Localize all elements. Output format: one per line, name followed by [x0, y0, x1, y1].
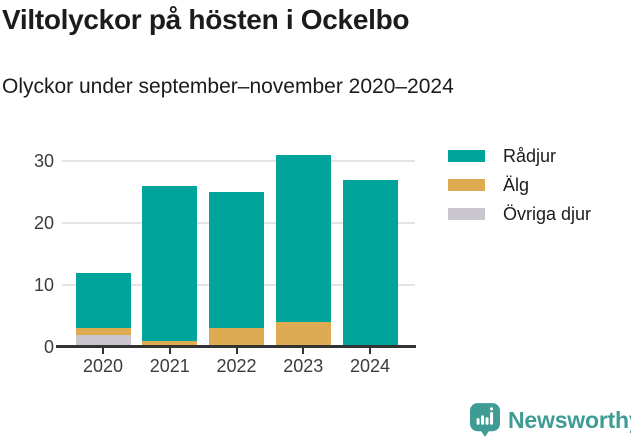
x-tick-label: 2023	[283, 356, 324, 376]
bar-segment-2022-Älg	[209, 328, 264, 347]
legend-swatch	[448, 150, 485, 162]
x-tick-label: 2021	[149, 356, 190, 376]
gridline-30	[62, 160, 415, 162]
y-tick-label: 0	[43, 337, 54, 357]
legend-label: Övriga djur	[503, 203, 592, 224]
legend-swatch	[448, 179, 485, 191]
x-tick	[168, 348, 171, 354]
legend-item-Övriga djur: Övriga djur	[448, 204, 591, 224]
x-tick-label: 2020	[82, 356, 124, 376]
plot-area	[62, 143, 415, 347]
y-axis-labels: 0 10 20 30	[0, 143, 54, 358]
bar-segment-2023-Rådjur	[275, 154, 331, 323]
bar-segment-2020-Rådjur	[75, 272, 131, 329]
chart-title: Viltolyckor på hösten i Ockelbo	[2, 4, 410, 35]
legend-item-Rådjur: Rådjur	[448, 146, 591, 166]
bar-segment-2020-Övriga djur	[75, 334, 131, 347]
x-axis-line	[56, 345, 416, 348]
legend-label: Rådjur	[503, 145, 557, 166]
chart-subtitle: Olyckor under september–november 2020–20…	[2, 75, 454, 98]
newsworthy-logo-icon	[470, 403, 500, 437]
bar-segment-2022-Rådjur	[209, 192, 264, 329]
bar-segment-2021-Rådjur	[142, 185, 198, 341]
x-tick	[235, 348, 238, 354]
bar-segment-2020-Älg	[75, 328, 131, 335]
legend-item-Älg: Älg	[448, 175, 591, 195]
x-tick-label: 2024	[349, 356, 391, 376]
y-tick-label: 10	[33, 275, 54, 295]
x-tick-label: 2022	[216, 356, 257, 376]
x-axis-labels: 2020 2021 2022 2023 2024	[62, 356, 415, 380]
bar-segment-2021-Älg	[142, 340, 198, 347]
newsworthy-wordmark: Newsworthy	[508, 406, 631, 433]
bar-segment-2023-Älg	[275, 322, 331, 347]
y-tick-label: 20	[33, 213, 54, 233]
x-tick	[369, 348, 371, 354]
legend-label: Älg	[503, 174, 530, 195]
chart-legend: Rådjur Älg Övriga djur	[448, 146, 591, 224]
x-tick	[102, 348, 104, 354]
newsworthy-brand: Newsworthy	[470, 403, 631, 437]
y-tick-label: 30	[33, 151, 54, 171]
x-tick	[302, 348, 305, 354]
bar-segment-2024-Rådjur	[342, 179, 398, 347]
legend-swatch	[448, 208, 485, 220]
